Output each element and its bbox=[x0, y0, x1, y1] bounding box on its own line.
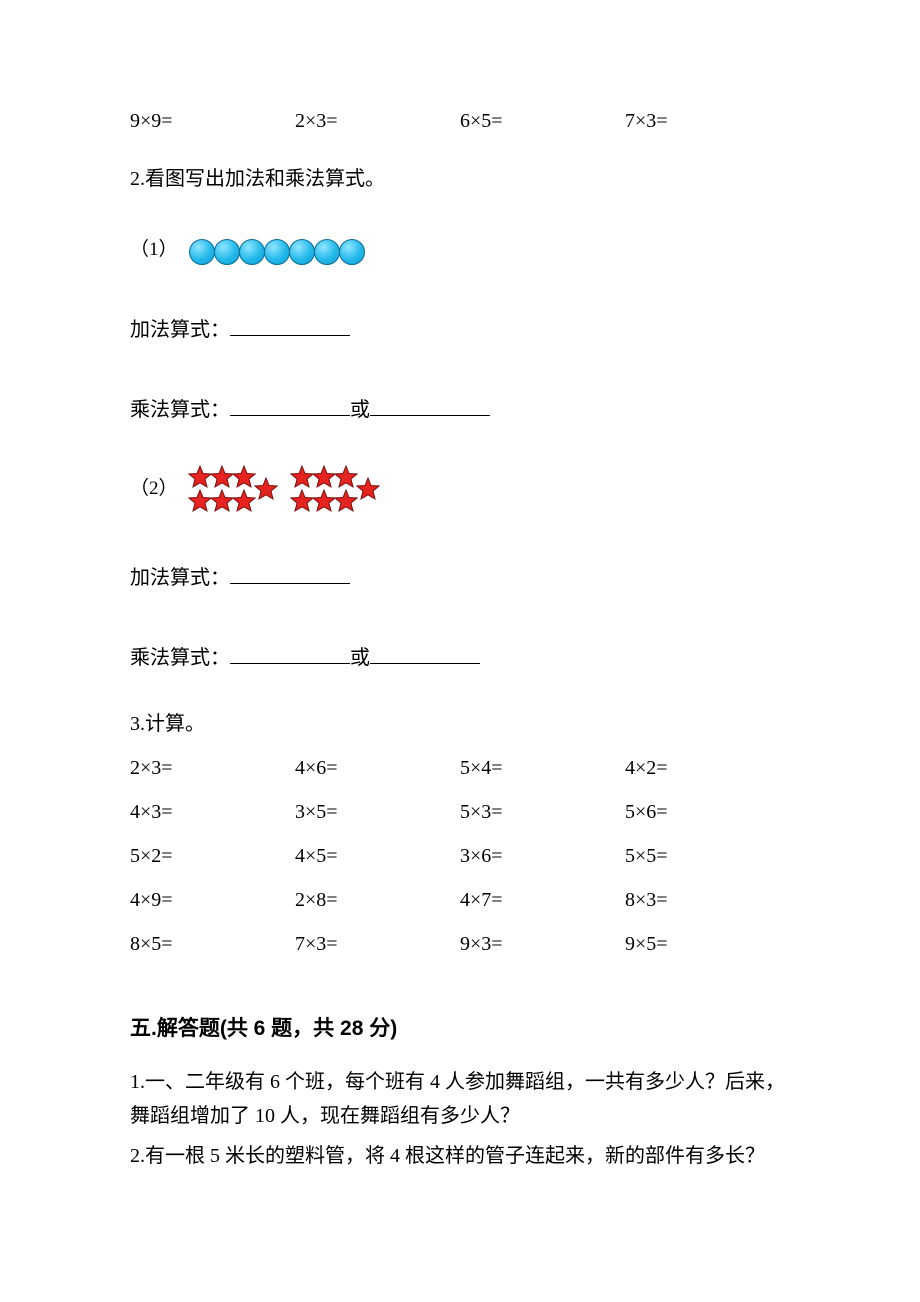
star-icon bbox=[312, 465, 336, 489]
star-icon bbox=[188, 465, 212, 489]
equation-cell: 9×3= bbox=[460, 929, 625, 959]
or-text: 或 bbox=[350, 399, 370, 421]
equation-cell: 5×5= bbox=[625, 841, 790, 871]
circle-icon bbox=[314, 239, 340, 265]
star-icon bbox=[210, 465, 234, 489]
addition-label: 加法算式： bbox=[130, 567, 230, 589]
equation-row: 4×3=3×5=5×3=5×6= bbox=[130, 797, 790, 827]
equation-cell: 7×3= bbox=[625, 106, 790, 136]
equation-row: 5×2=4×5=3×6=5×5= bbox=[130, 841, 790, 871]
equation-cell: 9×5= bbox=[625, 929, 790, 959]
circle-icon bbox=[214, 239, 240, 265]
q2-part1-mult-line: 乘法算式： 或 bbox=[130, 395, 790, 425]
equation-cell: 4×2= bbox=[625, 753, 790, 783]
equation-cell: 6×5= bbox=[460, 106, 625, 136]
equation-cell: 5×3= bbox=[460, 797, 625, 827]
equation-cell: 8×3= bbox=[625, 885, 790, 915]
circle-group bbox=[189, 235, 364, 265]
equation-cell: 8×5= bbox=[130, 929, 295, 959]
circle-icon bbox=[189, 239, 215, 265]
equation-cell: 2×8= bbox=[295, 885, 460, 915]
equation-cell: 4×5= bbox=[295, 841, 460, 871]
equation-cell: 3×6= bbox=[460, 841, 625, 871]
circle-icon bbox=[264, 239, 290, 265]
star-group bbox=[189, 465, 277, 513]
top-equation-row: 9×9= 2×3= 6×5= 7×3= bbox=[130, 106, 790, 136]
q2-part2-label: （2） bbox=[130, 475, 178, 504]
equation-row: 8×5=7×3=9×3=9×5= bbox=[130, 929, 790, 959]
q3-grid: 2×3=4×6=5×4=4×2= 4×3=3×5=5×3=5×6= 5×2=4×5=… bbox=[130, 753, 790, 959]
equation-cell: 4×6= bbox=[295, 753, 460, 783]
section5-heading: 五.解答题(共 6 题，共 28 分) bbox=[130, 1013, 790, 1045]
star-icon bbox=[290, 465, 314, 489]
star-group bbox=[291, 465, 379, 513]
equation-cell: 4×3= bbox=[130, 797, 295, 827]
mult-label: 乘法算式： bbox=[130, 399, 230, 421]
or-text: 或 bbox=[350, 647, 370, 669]
circle-icon bbox=[239, 239, 265, 265]
circle-icon bbox=[289, 239, 315, 265]
q2-part1-label: （1） bbox=[130, 236, 178, 265]
star-icon bbox=[334, 489, 358, 513]
q2-part2-mult-line: 乘法算式： 或 bbox=[130, 643, 790, 673]
equation-row: 4×9=2×8=4×7=8×3= bbox=[130, 885, 790, 915]
equation-cell: 5×6= bbox=[625, 797, 790, 827]
q2-part1: （1） bbox=[130, 234, 790, 265]
blank-underline[interactable] bbox=[370, 395, 490, 416]
star-icon bbox=[210, 489, 234, 513]
q2-part2-addition-line: 加法算式： bbox=[130, 563, 790, 593]
blank-underline[interactable] bbox=[370, 643, 480, 664]
star-groups bbox=[189, 465, 393, 513]
equation-cell: 7×3= bbox=[295, 929, 460, 959]
equation-cell: 3×5= bbox=[295, 797, 460, 827]
equation-cell: 5×4= bbox=[460, 753, 625, 783]
equation-cell: 4×9= bbox=[130, 885, 295, 915]
blank-underline[interactable] bbox=[230, 395, 350, 416]
equation-row: 2×3=4×6=5×4=4×2= bbox=[130, 753, 790, 783]
blank-underline[interactable] bbox=[230, 643, 350, 664]
star-icon bbox=[188, 489, 212, 513]
equation-cell: 2×3= bbox=[130, 753, 295, 783]
star-icon bbox=[232, 489, 256, 513]
star-icon bbox=[290, 489, 314, 513]
equation-cell: 5×2= bbox=[130, 841, 295, 871]
q2-part1-addition-line: 加法算式： bbox=[130, 315, 790, 345]
blank-underline[interactable] bbox=[230, 563, 350, 584]
star-icon bbox=[232, 465, 256, 489]
equation-cell: 4×7= bbox=[460, 885, 625, 915]
q2-prompt: 2.看图写出加法和乘法算式。 bbox=[130, 164, 790, 194]
circle-icon bbox=[339, 239, 365, 265]
star-icon bbox=[312, 489, 336, 513]
star-icon bbox=[254, 477, 278, 501]
word-problem-2: 2.有一根 5 米长的塑料管，将 4 根这样的管子连起来，新的部件有多长？ bbox=[130, 1139, 790, 1173]
mult-label: 乘法算式： bbox=[130, 647, 230, 669]
equation-cell: 9×9= bbox=[130, 106, 295, 136]
addition-label: 加法算式： bbox=[130, 319, 230, 341]
blank-underline[interactable] bbox=[230, 315, 350, 336]
equation-cell: 2×3= bbox=[295, 106, 460, 136]
star-icon bbox=[334, 465, 358, 489]
q2-part2: （2） bbox=[130, 465, 790, 513]
star-icon bbox=[356, 477, 380, 501]
q3-prompt: 3.计算。 bbox=[130, 709, 790, 739]
word-problem-1: 1.一、二年级有 6 个班，每个班有 4 人参加舞蹈组，一共有多少人？后来，舞蹈… bbox=[130, 1065, 790, 1133]
